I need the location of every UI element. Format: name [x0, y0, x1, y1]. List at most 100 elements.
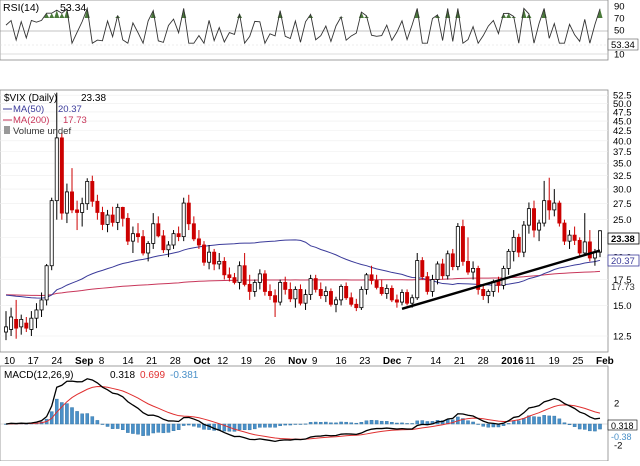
macd-hist-bar — [247, 423, 252, 431]
macd-hist-bar — [293, 423, 298, 425]
candle-body — [44, 265, 49, 301]
candle-body — [552, 202, 557, 211]
price-title-value: 23.38 — [81, 93, 106, 104]
candle-body — [501, 268, 506, 286]
macd-hist-bar — [329, 422, 333, 425]
candle-body — [298, 289, 303, 304]
macd-hist-bar — [537, 416, 541, 425]
macd-hist-bar — [598, 423, 602, 430]
candle-body — [85, 181, 90, 205]
candle-body — [526, 208, 531, 226]
macd-hist-bar — [567, 423, 572, 426]
candle-body — [151, 223, 156, 244]
macd-value: 0.318 — [110, 370, 135, 381]
macd-hist-bar — [516, 420, 521, 425]
x-axis-label: 9 — [312, 356, 318, 367]
macd-hist-bar — [110, 423, 115, 429]
macd-hist-bar — [70, 407, 74, 425]
macd-hist-bar — [151, 423, 156, 434]
candle-body — [405, 292, 410, 304]
rsi-tick-label: 90 — [614, 2, 625, 13]
candle-body — [207, 251, 212, 263]
macd-hist-bar — [222, 423, 227, 432]
candle-body — [455, 226, 460, 268]
candle-body — [562, 222, 567, 242]
candle-body — [511, 236, 516, 252]
price-tick-label: 30.0 — [613, 185, 632, 196]
candle-body — [359, 289, 364, 309]
macd-hist-bar — [186, 423, 191, 426]
macd-hist-bar — [501, 423, 506, 426]
x-axis-label: 19 — [549, 356, 561, 367]
candle-body — [572, 234, 577, 241]
price-tick-label: 42.5 — [613, 126, 632, 137]
candle-body — [557, 202, 562, 224]
macd-hist-bar — [263, 423, 267, 428]
rsi-panel: RSI(14) 53.34 9070503010 53.34 — [0, 0, 639, 61]
candle-body — [384, 287, 389, 294]
price-tick-label: 25.0 — [613, 215, 632, 226]
macd-hist-bar — [232, 423, 237, 432]
macd-hist-bar — [136, 423, 140, 435]
candle-body — [303, 294, 308, 304]
candle-body — [95, 200, 100, 213]
macd-hist-bar — [557, 418, 562, 425]
candle-body — [24, 322, 29, 329]
candle-body — [268, 291, 272, 297]
x-axis-label: 11 — [525, 356, 536, 367]
x-axis-label: 25 — [572, 356, 584, 367]
candle-body — [410, 297, 415, 304]
candle-body — [420, 260, 425, 278]
x-axis-label: 14 — [122, 356, 134, 367]
ma50-legend-label: MA(50) — [13, 104, 44, 115]
macd-hist-bar — [131, 423, 135, 434]
price-y-axis: 52.550.047.545.042.540.037.535.032.5 30.0… — [613, 91, 632, 343]
rsi-value-tag — [607, 38, 639, 51]
macd-hist-bar — [273, 423, 277, 428]
price-tick-label: 35.0 — [613, 159, 632, 170]
x-axis-label: 23 — [359, 356, 371, 367]
candle-body — [39, 299, 44, 311]
candle-body — [394, 299, 399, 303]
rsi-tick-label: 70 — [614, 14, 625, 25]
candle-body — [4, 326, 8, 333]
macd-hist-bar — [562, 422, 567, 425]
x-axis-label: 17 — [28, 356, 40, 367]
ma200-legend-label: MA(200) — [13, 115, 49, 126]
macd-hist-bar — [161, 423, 166, 434]
candle-body — [110, 214, 115, 223]
macd-panel: MACD(12,26,9) 0.318 0.699 -0.381 20-2 0.… — [0, 365, 638, 462]
candle-body — [308, 278, 313, 295]
macd-hist-bar — [379, 420, 384, 425]
candle-body — [389, 287, 394, 301]
macd-histogram — [4, 398, 602, 436]
x-axis-label: 2016 — [501, 356, 524, 367]
rsi-title: RSI(14) — [3, 2, 39, 14]
price-tick-label: 27.5 — [613, 199, 632, 210]
candle-body — [227, 274, 232, 279]
x-axis-label: 10 — [4, 356, 16, 367]
last-price-tag — [607, 232, 640, 245]
macd-hist-bar — [308, 422, 313, 425]
candle-body — [75, 209, 80, 213]
candle-body — [364, 274, 369, 290]
macd-hist-tag-text: -0.38 — [611, 432, 632, 442]
candle-body — [313, 278, 318, 290]
macd-hist-bar — [547, 415, 552, 425]
candle-body — [191, 223, 196, 240]
candle-body — [130, 233, 135, 242]
macd-hist-bar — [197, 423, 201, 428]
ma50-tag — [607, 254, 640, 267]
price-tick-label: 17.5 — [613, 275, 632, 286]
macd-hist-bar — [318, 422, 323, 425]
candle-body — [400, 292, 404, 303]
macd-hist-bar — [156, 423, 161, 433]
candle-body — [415, 260, 420, 299]
macd-hist-bar — [400, 422, 404, 425]
macd-hist-bar — [339, 421, 343, 425]
x-axis-label: 8 — [99, 356, 105, 367]
x-axis-label: 16 — [336, 356, 348, 367]
macd-hist-bar — [420, 420, 425, 425]
price-title: $VIX (Daily) — [4, 93, 57, 104]
candle-body — [587, 241, 592, 259]
